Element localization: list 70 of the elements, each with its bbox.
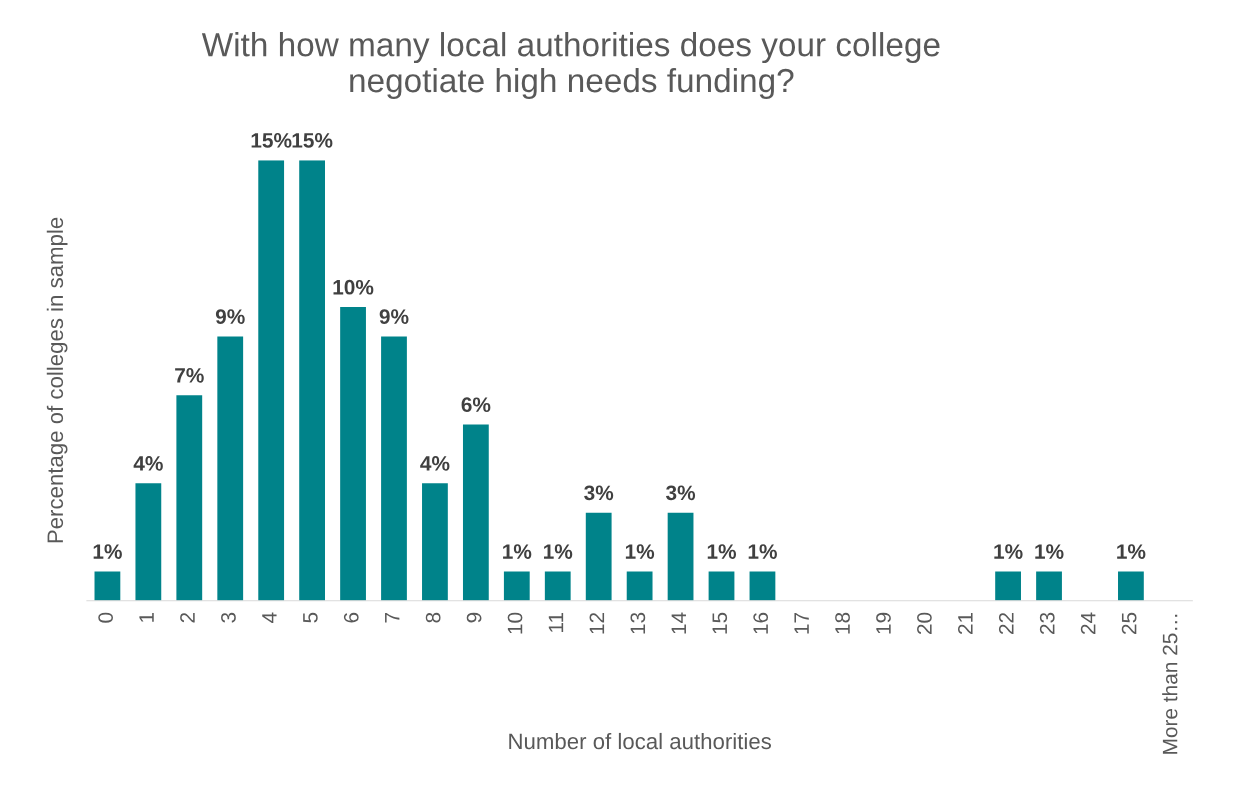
data-label: 9%: [215, 309, 245, 324]
x-tick-label: 11: [548, 612, 564, 632]
chart-title: With how many local authorities does your college negotiate high needs funding?: [201, 32, 940, 100]
x-tick-label: 0: [98, 612, 113, 623]
bar: [217, 336, 244, 601]
bar: [340, 307, 366, 601]
bar: [381, 336, 407, 601]
x-tick-label: 21: [957, 612, 973, 634]
data-label: 1%: [994, 544, 1023, 559]
bar: [749, 571, 776, 601]
data-label: 1%: [748, 544, 777, 559]
y-axis-title: Percentage of colleges in sample: [46, 217, 68, 543]
bar: [585, 512, 612, 601]
bar: [544, 571, 571, 601]
x-tick-label: 4: [262, 612, 277, 623]
bar: [94, 571, 121, 601]
x-tick-label: 14: [671, 612, 686, 634]
x-tick-label: 2: [180, 612, 195, 623]
bar: [1118, 571, 1144, 601]
bar: [626, 571, 653, 601]
x-tick-label: 18: [835, 612, 850, 634]
x-tick-label: More than 25…: [1162, 614, 1178, 754]
x-tick-label: 7: [385, 612, 400, 623]
data-label: 15%: [292, 133, 333, 148]
data-label: 4%: [420, 456, 450, 471]
bar: [462, 424, 489, 601]
bar: [708, 571, 735, 601]
data-label: 3%: [665, 485, 696, 501]
data-label: 1%: [1035, 544, 1064, 559]
data-label: 1%: [1117, 544, 1146, 559]
bar: [995, 571, 1021, 601]
data-label: 7%: [175, 368, 204, 383]
data-label: 1%: [503, 544, 532, 559]
x-tick-label: 12: [589, 612, 605, 634]
data-label: 1%: [625, 544, 655, 559]
x-tick-label: 16: [753, 612, 769, 634]
x-tick-label: 15: [712, 612, 728, 634]
bar: [299, 160, 326, 601]
data-label: 6%: [461, 397, 491, 413]
x-tick-label: 24: [1080, 612, 1096, 634]
data-label: 9%: [379, 309, 409, 324]
x-tick-label: 9: [466, 612, 482, 623]
x-tick-label: 19: [876, 612, 891, 634]
bar: [422, 483, 448, 601]
x-axis-title: Number of local authorities: [509, 732, 771, 750]
x-tick-label: 22: [998, 612, 1014, 634]
x-tick-label: 23: [1039, 612, 1055, 634]
x-tick-label: 17: [794, 612, 809, 634]
data-label: 1%: [93, 544, 122, 559]
bar: [258, 160, 285, 601]
x-tick-label: 20: [917, 612, 932, 634]
x-tick-label: 3: [221, 612, 236, 623]
data-label: 3%: [584, 485, 614, 501]
data-label: 1%: [544, 544, 573, 559]
x-tick-label: 5: [303, 612, 318, 623]
data-label: 1%: [707, 544, 737, 559]
bar: [176, 395, 203, 601]
bar: [667, 512, 694, 601]
bar: [135, 483, 162, 601]
x-tick-label: 13: [630, 612, 646, 634]
bar: [503, 571, 530, 601]
data-label: 10%: [333, 279, 374, 295]
x-tick-label: 1: [139, 612, 154, 622]
x-tick-label: 8: [425, 612, 441, 623]
bar: [1036, 571, 1062, 601]
x-tick-label: 10: [507, 612, 523, 634]
x-tick-label: 6: [343, 612, 359, 623]
x-tick-label: 25: [1121, 612, 1137, 634]
data-label: 4%: [133, 456, 163, 471]
data-label: 15%: [251, 133, 292, 148]
